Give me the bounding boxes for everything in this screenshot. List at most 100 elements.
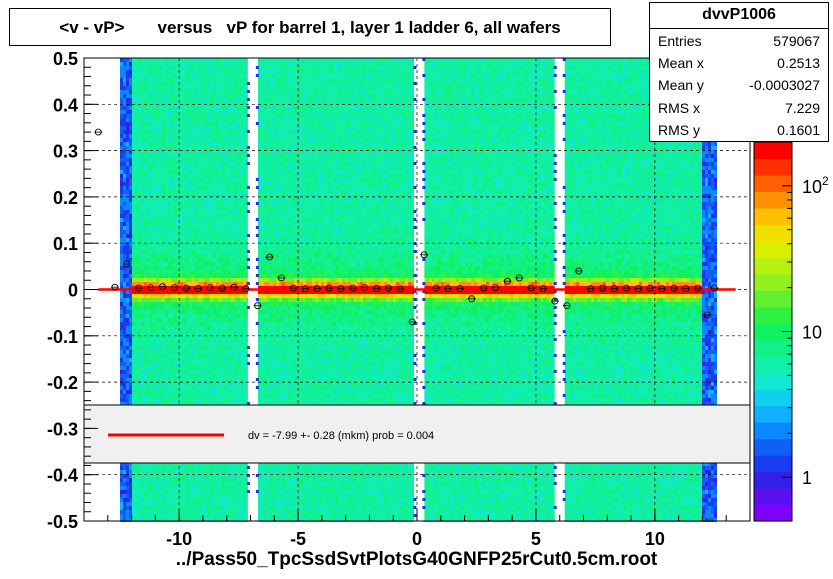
heatmap-cell xyxy=(243,362,246,366)
heatmap-cell xyxy=(222,386,225,390)
heatmap-cell xyxy=(168,170,171,174)
heatmap-cell xyxy=(138,278,141,282)
heatmap-cell xyxy=(174,350,177,354)
heatmap-cell xyxy=(126,378,129,382)
heatmap-cell xyxy=(243,326,246,330)
heatmap-cell xyxy=(186,294,189,298)
heatmap-cell xyxy=(138,358,141,362)
heatmap-cell xyxy=(204,174,207,178)
heatmap-cell xyxy=(198,394,201,398)
heatmap-cell xyxy=(231,186,234,190)
heatmap-cell xyxy=(228,98,231,102)
heatmap-cell xyxy=(153,158,156,162)
heatmap-cell xyxy=(174,66,177,70)
heatmap-cell xyxy=(120,482,123,486)
heatmap-cell xyxy=(138,206,141,210)
heatmap-cell xyxy=(129,506,132,510)
heatmap-cell xyxy=(150,374,153,378)
heatmap-cell xyxy=(135,222,138,226)
heatmap-cell xyxy=(135,326,138,330)
heatmap-cell xyxy=(213,326,216,330)
heatmap-cell xyxy=(174,266,177,270)
heatmap-cell xyxy=(153,294,156,298)
heatmap-cell xyxy=(186,482,189,486)
heatmap-cell xyxy=(150,78,153,82)
heatmap-cell xyxy=(174,74,177,78)
heatmap-cell xyxy=(177,86,180,90)
heatmap-cell xyxy=(228,378,231,382)
heatmap-cell xyxy=(258,90,261,94)
heatmap-cell xyxy=(222,262,225,266)
heatmap-cell xyxy=(192,130,195,134)
heatmap-cell xyxy=(153,122,156,126)
heatmap-cell xyxy=(210,270,213,274)
heatmap-cell xyxy=(171,182,174,186)
heatmap-cell xyxy=(174,242,177,246)
heatmap-cell xyxy=(213,342,216,346)
heatmap-cell xyxy=(228,170,231,174)
heatmap-cell xyxy=(138,398,141,402)
heatmap-cell xyxy=(126,358,129,362)
heatmap-cell xyxy=(207,214,210,218)
heatmap-cell xyxy=(180,354,183,358)
heatmap-cell xyxy=(150,130,153,134)
heatmap-cell xyxy=(171,306,174,310)
heatmap-cell xyxy=(165,210,168,214)
heatmap-cell xyxy=(210,106,213,110)
heatmap-cell xyxy=(174,342,177,346)
heatmap-cell xyxy=(126,70,129,74)
heatmap-cell xyxy=(216,330,219,334)
heatmap-cell xyxy=(129,354,132,358)
heatmap-cell xyxy=(201,318,204,322)
heatmap-cell xyxy=(195,118,198,122)
heatmap-cell xyxy=(213,130,216,134)
heatmap-cell xyxy=(147,326,150,330)
heatmap-cell xyxy=(132,278,135,282)
heatmap-cell xyxy=(201,350,204,354)
heatmap-cell xyxy=(240,66,243,70)
heatmap-cell xyxy=(216,206,219,210)
heatmap-cell xyxy=(201,182,204,186)
heatmap-cell xyxy=(165,86,168,90)
heatmap-cell xyxy=(159,338,162,342)
heatmap-cell xyxy=(150,162,153,166)
heatmap-cell xyxy=(150,146,153,150)
heatmap-cell xyxy=(129,486,132,490)
heatmap-cell xyxy=(216,250,219,254)
heatmap-cell xyxy=(168,186,171,190)
heatmap-cell xyxy=(144,378,147,382)
heatmap-cell xyxy=(201,394,204,398)
heatmap-cell xyxy=(123,94,126,98)
heatmap-cell xyxy=(231,170,234,174)
heatmap-cell xyxy=(195,330,198,334)
heatmap-cell xyxy=(243,478,246,482)
heatmap-cell xyxy=(225,142,228,146)
heatmap-cell xyxy=(153,358,156,362)
heatmap-cell xyxy=(150,478,153,482)
heatmap-cell xyxy=(216,362,219,366)
heatmap-cell xyxy=(171,390,174,394)
heatmap-cell xyxy=(135,314,138,318)
heatmap-cell xyxy=(132,238,135,242)
heatmap-cell xyxy=(222,230,225,234)
heatmap-cell xyxy=(162,130,165,134)
heatmap-cell xyxy=(186,202,189,206)
heatmap-cell xyxy=(171,114,174,118)
heatmap-cell xyxy=(150,314,153,318)
heatmap-cell xyxy=(213,94,216,98)
heatmap-cell xyxy=(162,330,165,334)
heatmap-cell xyxy=(153,114,156,118)
heatmap-cell xyxy=(240,270,243,274)
heatmap-cell xyxy=(216,394,219,398)
heatmap-cell xyxy=(213,494,216,498)
heatmap-cell xyxy=(147,78,150,82)
heatmap-cell xyxy=(120,254,123,258)
heatmap-cell xyxy=(204,322,207,326)
heatmap-cell xyxy=(171,238,174,242)
heatmap-cell xyxy=(213,262,216,266)
heatmap-cell xyxy=(168,394,171,398)
heatmap-cell xyxy=(165,478,168,482)
heatmap-cell xyxy=(168,130,171,134)
heatmap-cell xyxy=(183,390,186,394)
heatmap-cell xyxy=(210,310,213,314)
